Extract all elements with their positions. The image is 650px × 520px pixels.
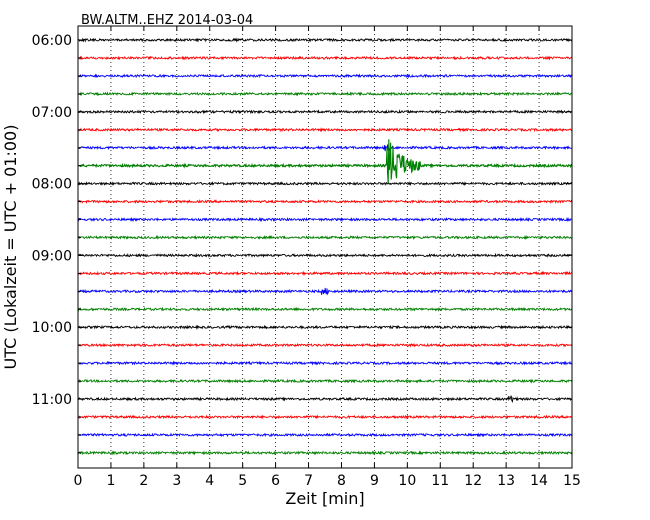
trace-0715 — [77, 127, 573, 133]
trace-0945 — [77, 306, 573, 312]
y-tick-label: 07:00 — [32, 105, 72, 121]
trace-0900 — [77, 252, 572, 258]
trace-0745 — [77, 139, 573, 185]
trace-0845 — [77, 234, 573, 241]
x-tick-label: 11 — [431, 473, 449, 489]
trace-0700 — [77, 109, 573, 115]
x-tick-label: 13 — [497, 473, 515, 489]
trace-0730 — [77, 144, 572, 152]
trace-0630 — [77, 73, 573, 79]
trace-0915 — [77, 270, 573, 276]
trace-1145 — [77, 450, 573, 456]
y-axis-label: UTC (Lokalzeit = UTC + 01:00) — [1, 125, 20, 370]
x-tick-label: 14 — [530, 473, 548, 489]
plot-frame — [77, 25, 573, 469]
x-tick-label: 12 — [464, 473, 482, 489]
grid-lines — [110, 26, 540, 468]
y-tick-label: 09:00 — [32, 248, 72, 264]
x-tick-label: 2 — [139, 473, 148, 489]
y-tick-label: 10:00 — [32, 320, 72, 336]
trace-1000 — [77, 324, 573, 330]
x-tick-label: 3 — [172, 473, 181, 489]
x-tick-label: 7 — [304, 473, 313, 489]
x-axis-label: Zeit [min] — [285, 489, 364, 508]
chart-title: BW.ALTM..EHZ 2014-03-04 — [81, 13, 253, 28]
x-tick-label: 5 — [238, 473, 247, 489]
trace-1045 — [77, 378, 573, 384]
x-tick-label: 8 — [337, 473, 346, 489]
x-tick-label: 9 — [370, 473, 379, 489]
x-tick-label: 4 — [205, 473, 214, 489]
x-axis-ticks: 0 1 2 3 4 5 6 7 8 9 10 11 12 13 14 15 — [74, 26, 581, 489]
trace-1115 — [77, 414, 573, 420]
seismic-traces — [77, 37, 573, 456]
trace-0800 — [77, 181, 573, 187]
trace-0830 — [77, 216, 572, 223]
y-tick-label: 11:00 — [32, 392, 72, 408]
y-tick-label: 06:00 — [32, 33, 72, 49]
x-tick-label: 6 — [271, 473, 280, 489]
trace-1015 — [77, 342, 573, 348]
trace-0930 — [77, 287, 573, 296]
x-tick-label: 10 — [398, 473, 416, 489]
trace-1130 — [77, 432, 573, 438]
trace-1100 — [77, 395, 573, 403]
trace-1030 — [77, 360, 573, 366]
trace-0815 — [77, 199, 573, 204]
x-tick-label: 15 — [563, 473, 581, 489]
trace-0615 — [77, 55, 573, 61]
x-tick-label: 1 — [106, 473, 115, 489]
y-axis-ticks: 06:00 07:00 08:00 09:00 10:00 11:00 — [32, 33, 572, 454]
trace-0600 — [77, 37, 573, 43]
x-tick-label: 0 — [74, 473, 83, 489]
y-tick-label: 08:00 — [32, 177, 72, 193]
trace-0645 — [77, 91, 573, 97]
